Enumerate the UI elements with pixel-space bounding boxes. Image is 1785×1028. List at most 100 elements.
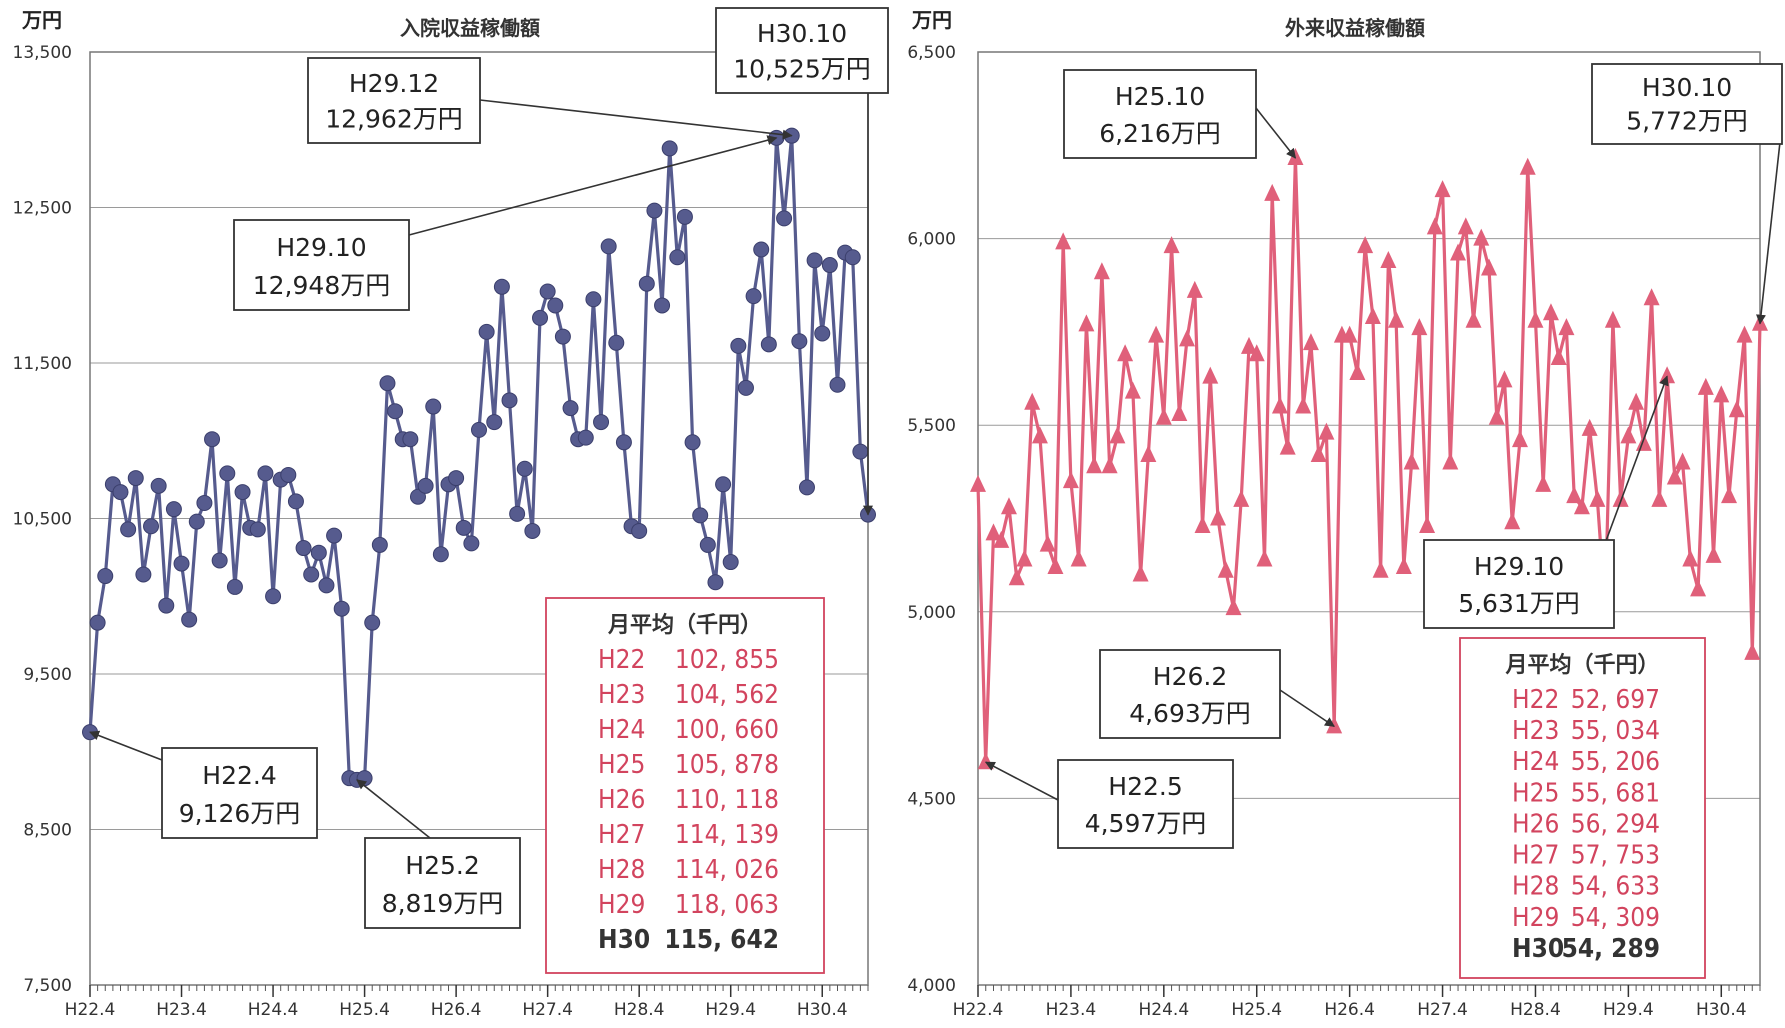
data-point [1488, 407, 1505, 425]
callout-date: H25.2 [405, 851, 479, 880]
callout-value: 10,525万円 [733, 55, 870, 84]
average-year: H30 [1512, 934, 1564, 964]
y-tick-labels: 4,000 4,500 5,000 5,500 6,000 6,500 [907, 43, 956, 996]
callout-box [364, 837, 521, 929]
callout-value: 5,772万円 [1626, 107, 1748, 136]
data-point [1140, 445, 1157, 463]
average-year: H24 [1512, 747, 1559, 777]
average-value: 105, 878 [675, 750, 779, 780]
data-point [1651, 489, 1668, 507]
data-point [1364, 306, 1381, 324]
data-point [1171, 404, 1188, 422]
data-point [295, 540, 312, 557]
data-point [1217, 560, 1234, 578]
x-tick-label: H28.4 [1510, 1000, 1561, 1020]
data-point [1349, 362, 1366, 380]
callout-date: H29.10 [276, 233, 366, 262]
x-tick-label: H22.4 [953, 1000, 1004, 1020]
data-point [1659, 366, 1676, 384]
outpatient-series [970, 147, 1768, 770]
data-point [852, 443, 869, 460]
data-point [1264, 183, 1281, 201]
data-point [234, 484, 251, 501]
x-tick-label: H22.4 [65, 1000, 116, 1020]
data-point [356, 770, 373, 787]
average-value: 100, 660 [675, 715, 779, 745]
data-point [1155, 407, 1172, 425]
data-point [1705, 545, 1722, 563]
average-value: 115, 642 [664, 925, 779, 955]
data-point [524, 522, 541, 539]
callout-arrow [356, 779, 431, 839]
data-point [310, 544, 327, 561]
average-value: 55, 681 [1571, 778, 1660, 808]
average-table-title: 月平均（千円） [607, 612, 762, 638]
data-point [1411, 318, 1428, 336]
data-point [1566, 486, 1583, 504]
data-point [326, 527, 343, 544]
average-year: H22 [598, 645, 645, 675]
data-point [646, 202, 663, 219]
data-point [814, 325, 831, 342]
average-value: 104, 562 [675, 680, 779, 710]
data-point [532, 309, 549, 326]
y-tick-label: 7,500 [23, 976, 72, 996]
data-point [829, 376, 846, 393]
callout-arrow [408, 135, 778, 236]
data-point [970, 474, 986, 492]
x-tick-label: H26.4 [431, 1000, 482, 1020]
data-point [318, 577, 335, 594]
data-point [745, 288, 762, 305]
data-point [638, 275, 655, 292]
y-tick-label: 5,000 [907, 603, 956, 623]
data-point [1279, 437, 1296, 455]
x-tick-label: H27.4 [1417, 1000, 1468, 1020]
data-point [1713, 385, 1730, 403]
data-point [463, 535, 480, 552]
data-point [776, 210, 793, 227]
data-point [211, 552, 228, 569]
data-point [1024, 392, 1041, 410]
data-point [333, 600, 350, 617]
average-year: H27 [598, 820, 645, 850]
data-point [1527, 310, 1544, 328]
average-year: H23 [598, 680, 645, 710]
average-year: H23 [1512, 716, 1559, 746]
data-point [1271, 396, 1288, 414]
data-point [303, 566, 320, 583]
data-point [120, 521, 137, 538]
data-point [1341, 325, 1358, 343]
data-point [631, 522, 648, 539]
y-tick-label: 6,000 [907, 230, 956, 250]
average-year: H27 [1512, 841, 1559, 871]
data-point [699, 536, 716, 553]
data-point [387, 403, 404, 420]
x-tick-label: H24.4 [248, 1000, 299, 1020]
y-tick-labels: 7,500 8,500 9,500 10,500 11,500 12,500 13,500 [13, 43, 72, 996]
inpatient-revenue-chart: 万円 入院収益稼働額 7,500 8,500 9,500 10,500 11,500 12… [13, 7, 889, 1020]
data-point [516, 460, 533, 477]
data-point [707, 574, 724, 591]
data-point [219, 465, 236, 482]
average-value: 55, 034 [1571, 716, 1660, 746]
callout-arrow [1279, 689, 1335, 728]
data-point [455, 519, 472, 536]
data-point [1225, 598, 1242, 616]
data-point [287, 493, 304, 510]
x-tick-label: H29.4 [705, 1000, 756, 1020]
data-point [257, 465, 274, 482]
callout-value: 5,631万円 [1458, 589, 1580, 618]
x-tick-label: H23.4 [156, 1000, 207, 1020]
callout-value: 12,962万円 [325, 105, 462, 134]
data-point [1643, 288, 1660, 306]
data-point [1093, 262, 1110, 280]
data-point [1086, 456, 1103, 474]
callout-value: 6,216万円 [1099, 119, 1221, 148]
y-tick-label: 4,000 [907, 976, 956, 996]
callout-box [1591, 63, 1783, 145]
data-point [1581, 418, 1598, 436]
data-point [1419, 515, 1436, 533]
average-value: 114, 139 [675, 820, 779, 850]
data-point [1132, 564, 1149, 582]
